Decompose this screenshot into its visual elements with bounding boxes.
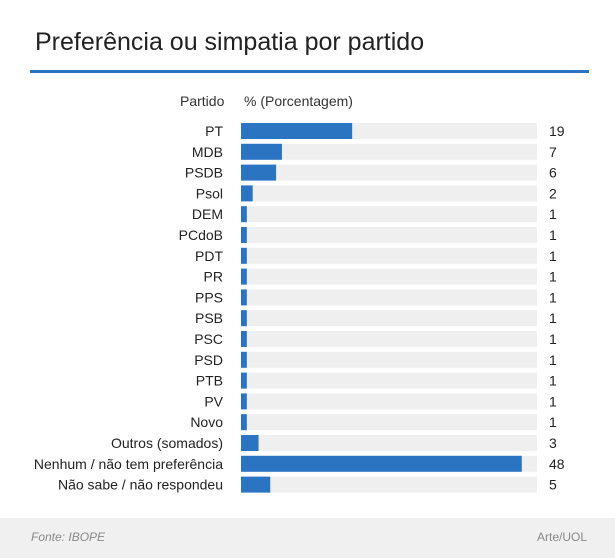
category-label: PSDB — [185, 165, 223, 181]
value-label: 1 — [549, 414, 557, 430]
bar-track — [241, 476, 537, 493]
category-label: PDT — [195, 248, 223, 264]
value-label: 1 — [549, 248, 557, 264]
bar-track — [241, 164, 537, 181]
category-label: PSB — [195, 310, 223, 326]
bar — [241, 455, 522, 472]
category-label: PCdoB — [179, 227, 223, 243]
value-label: 1 — [549, 289, 557, 305]
bar — [241, 331, 247, 347]
value-label: 1 — [549, 269, 557, 285]
value-label: 1 — [549, 310, 557, 326]
value-label: 1 — [549, 352, 557, 368]
bar — [241, 476, 271, 493]
footer: Fonte: IBOPE Arte/UOL — [0, 518, 615, 558]
category-label: PV — [204, 393, 223, 409]
bar-track — [241, 289, 537, 306]
value-label: 1 — [549, 393, 557, 409]
value-label: 7 — [549, 144, 557, 160]
value-column-header: % (Porcentagem) — [244, 93, 353, 109]
title-divider — [30, 70, 589, 73]
value-label: 2 — [549, 185, 557, 201]
bar — [241, 247, 247, 264]
category-label: Novo — [190, 414, 223, 430]
bar — [241, 351, 247, 368]
bar — [241, 227, 247, 243]
category-label: PSD — [194, 352, 223, 368]
bar — [241, 164, 277, 181]
value-label: 1 — [549, 227, 557, 243]
category-label: PPS — [195, 289, 223, 305]
category-label: Psol — [196, 185, 223, 201]
bar-track — [241, 247, 537, 264]
category-label: MDB — [192, 144, 223, 160]
value-label: 48 — [549, 456, 565, 472]
bar-track — [241, 351, 537, 368]
bar-track — [241, 185, 537, 202]
bar — [241, 123, 353, 139]
category-label: PTB — [196, 373, 223, 389]
bar — [241, 310, 247, 327]
category-label: Nenhum / não tem preferência — [34, 456, 223, 472]
bar-track — [241, 143, 537, 160]
value-label: 1 — [549, 331, 557, 347]
bar-track — [241, 268, 537, 285]
category-label: PSC — [194, 331, 223, 347]
category-label: PT — [205, 123, 223, 139]
bar — [241, 393, 247, 410]
value-label: 3 — [549, 435, 557, 451]
bar-track — [241, 435, 537, 451]
value-label: 19 — [549, 123, 565, 139]
credit-note: Arte/UOL — [536, 530, 587, 544]
bar — [241, 185, 253, 202]
bar — [241, 414, 247, 431]
category-label: Não sabe / não respondeu — [58, 477, 223, 493]
bar — [241, 143, 282, 160]
chart-title: Preferência ou simpatia por partido — [35, 28, 425, 56]
value-label: 6 — [549, 165, 557, 181]
category-label: PR — [204, 269, 223, 285]
bar — [241, 206, 247, 223]
value-label: 1 — [549, 373, 557, 389]
bar — [241, 435, 259, 451]
bar — [241, 289, 247, 306]
bar-track — [241, 310, 537, 327]
bar — [241, 372, 247, 389]
source-note: Fonte: IBOPE — [31, 530, 106, 544]
bar-track — [241, 227, 537, 243]
bar-track — [241, 372, 537, 389]
bar — [241, 268, 247, 285]
value-label: 5 — [549, 477, 557, 493]
value-label: 1 — [549, 206, 557, 222]
bar-track — [241, 206, 537, 223]
bar-track — [241, 331, 537, 347]
bar-track — [241, 393, 537, 410]
bar-chart: PT 19 MDB 7 PSDB 6 Psol 2 DEM 1 PCdoB 1 PDT 1 PR 1 PPS 1 P… — [34, 123, 565, 493]
category-label: DEM — [192, 206, 223, 222]
bar-track — [241, 414, 537, 431]
party-column-header: Partido — [180, 93, 225, 109]
category-label: Outros (somados) — [111, 435, 223, 451]
